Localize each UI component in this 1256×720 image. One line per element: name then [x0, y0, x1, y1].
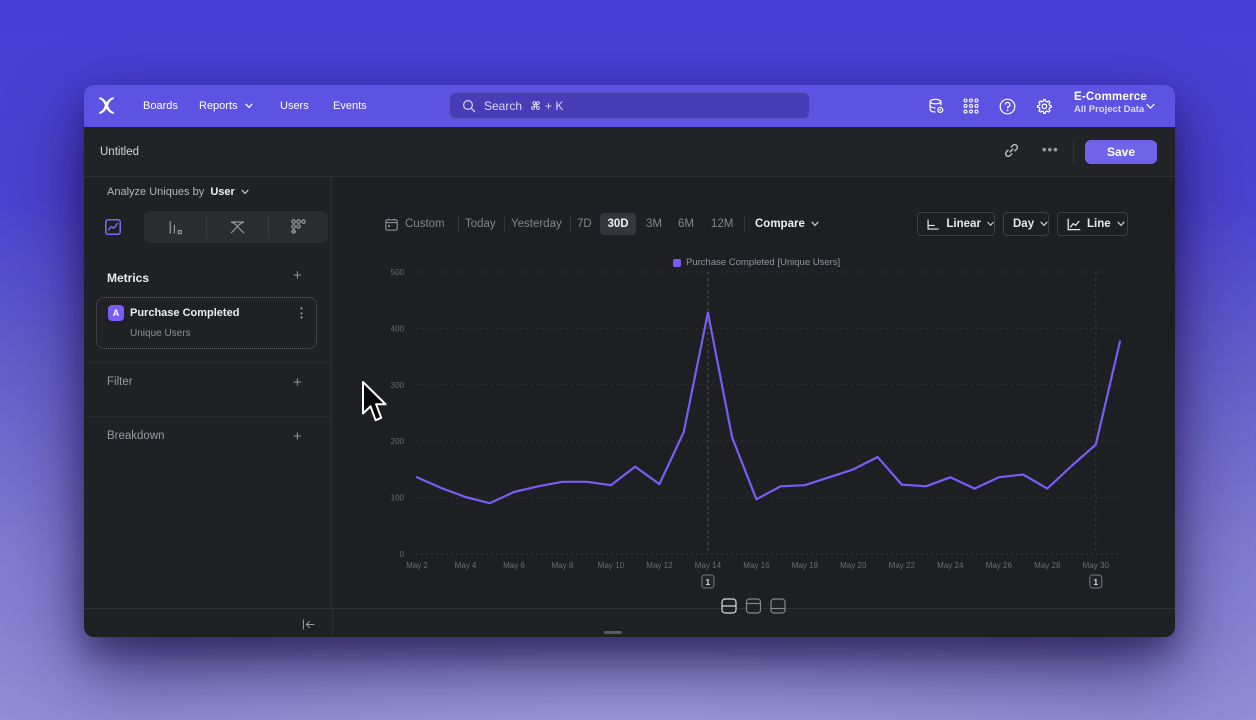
- svg-text:200: 200: [391, 437, 405, 446]
- svg-text:400: 400: [391, 324, 405, 333]
- svg-text:May 14: May 14: [695, 561, 722, 570]
- svg-text:1: 1: [706, 577, 711, 587]
- svg-text:500: 500: [391, 268, 405, 277]
- svg-text:May 24: May 24: [937, 561, 964, 570]
- svg-text:May 18: May 18: [792, 561, 819, 570]
- svg-text:May 12: May 12: [646, 561, 673, 570]
- svg-text:1: 1: [1093, 577, 1098, 587]
- svg-text:May 10: May 10: [598, 561, 625, 570]
- svg-text:May 8: May 8: [552, 561, 574, 570]
- svg-text:May 30: May 30: [1083, 561, 1110, 570]
- svg-text:May 20: May 20: [840, 561, 867, 570]
- svg-text:May 4: May 4: [455, 561, 477, 570]
- svg-text:May 6: May 6: [503, 561, 525, 570]
- svg-text:May 26: May 26: [986, 561, 1013, 570]
- svg-text:100: 100: [391, 494, 405, 503]
- svg-text:May 16: May 16: [743, 561, 770, 570]
- svg-text:300: 300: [391, 381, 405, 390]
- svg-text:May 2: May 2: [406, 561, 428, 570]
- svg-text:0: 0: [400, 550, 405, 559]
- svg-text:May 28: May 28: [1034, 561, 1061, 570]
- svg-text:May 22: May 22: [889, 561, 916, 570]
